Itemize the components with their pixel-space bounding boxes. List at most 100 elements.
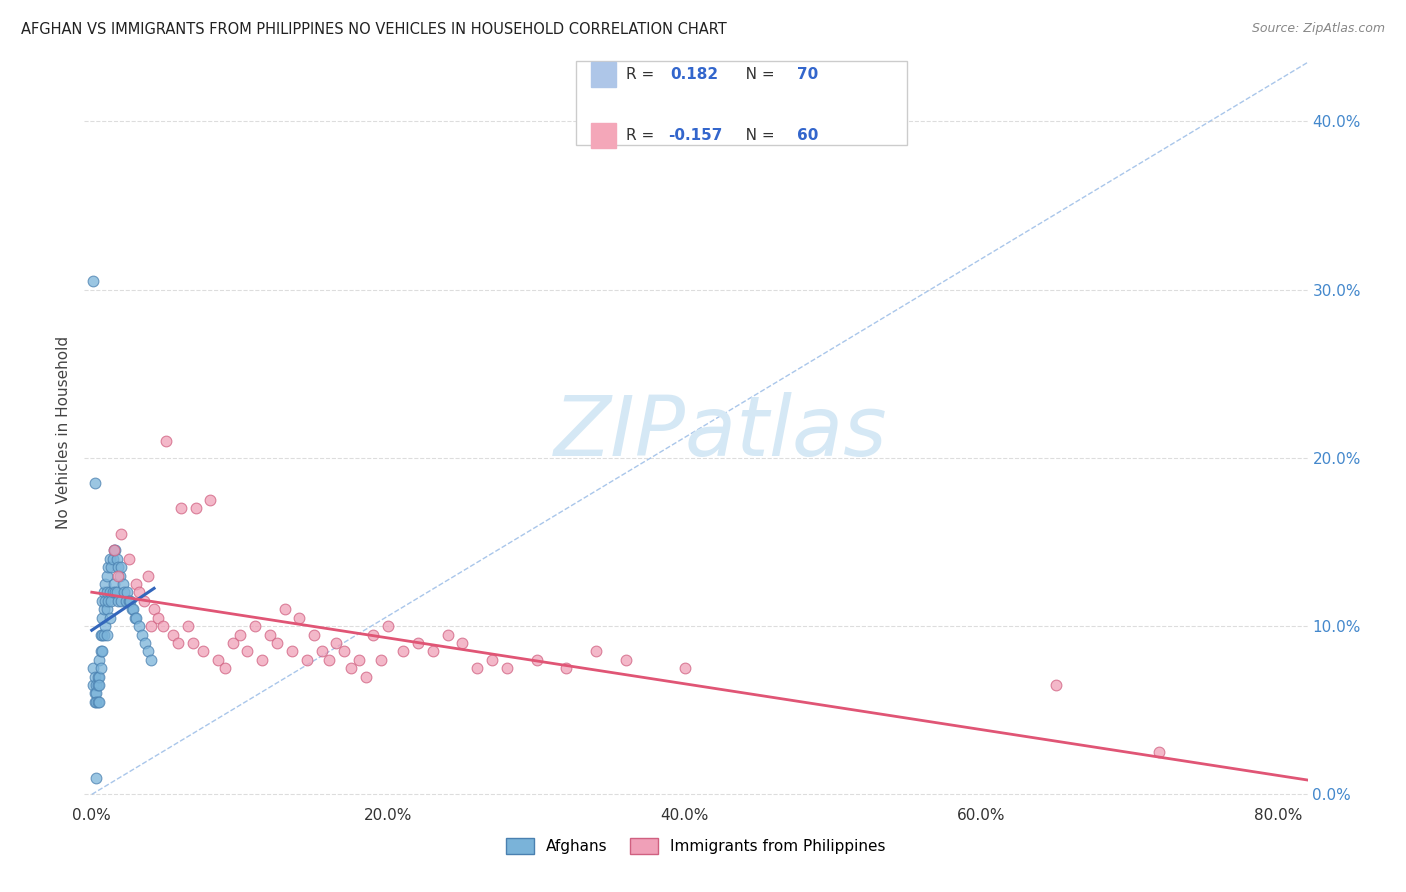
Point <box>90 627 112 641</box>
Point <box>170 501 193 516</box>
Point <box>136 568 159 582</box>
Point <box>83 670 105 684</box>
Point <box>406 636 429 650</box>
Point <box>200 492 222 507</box>
Point <box>436 627 458 641</box>
Point <box>110 594 132 608</box>
Point <box>94 577 117 591</box>
Point <box>152 619 174 633</box>
Point <box>236 644 259 658</box>
Point <box>93 627 115 641</box>
Point <box>207 653 229 667</box>
Point <box>104 543 127 558</box>
Point <box>110 526 132 541</box>
Point <box>118 551 141 566</box>
Point <box>125 610 148 624</box>
Point <box>132 594 155 608</box>
Point <box>96 568 118 582</box>
Text: 60: 60 <box>797 128 818 143</box>
Point <box>614 653 637 667</box>
Point <box>131 627 153 641</box>
Point <box>93 585 115 599</box>
Point <box>526 653 548 667</box>
Point <box>84 771 107 785</box>
Point <box>128 585 150 599</box>
Text: 70: 70 <box>797 67 818 81</box>
Point <box>555 661 578 675</box>
Point <box>125 577 148 591</box>
Point <box>101 551 124 566</box>
Point <box>103 577 125 591</box>
Point <box>139 619 162 633</box>
Point <box>101 585 124 599</box>
Point <box>347 653 370 667</box>
Y-axis label: No Vehicles in Household: No Vehicles in Household <box>56 336 72 529</box>
Point <box>83 476 105 491</box>
Point <box>89 695 111 709</box>
Point <box>134 636 156 650</box>
Point <box>281 644 304 658</box>
Text: N =: N = <box>731 67 779 81</box>
Point <box>318 653 340 667</box>
Point <box>107 594 129 608</box>
Point <box>184 501 207 516</box>
Point <box>191 644 214 658</box>
Point <box>98 585 121 599</box>
Point <box>98 610 121 624</box>
Point <box>377 619 399 633</box>
Text: ZIPatlas: ZIPatlas <box>554 392 887 473</box>
Text: R =: R = <box>626 128 659 143</box>
Point <box>94 594 117 608</box>
Text: Source: ZipAtlas.com: Source: ZipAtlas.com <box>1251 22 1385 36</box>
Point <box>124 610 146 624</box>
Point <box>266 636 288 650</box>
Point <box>96 585 118 599</box>
Point <box>139 653 162 667</box>
Point <box>120 594 142 608</box>
Point <box>89 670 111 684</box>
Point <box>83 686 105 700</box>
Point <box>97 594 120 608</box>
Point <box>1045 678 1067 692</box>
Point <box>90 661 112 675</box>
Point <box>451 636 474 650</box>
Point <box>143 602 166 616</box>
Point <box>108 568 131 582</box>
Point <box>98 551 121 566</box>
Legend: Afghans, Immigrants from Philippines: Afghans, Immigrants from Philippines <box>499 830 893 862</box>
Point <box>82 274 104 288</box>
Point <box>166 636 188 650</box>
Point <box>82 661 104 675</box>
Point <box>94 619 117 633</box>
Point <box>90 644 112 658</box>
Point <box>155 434 177 448</box>
Text: 0.182: 0.182 <box>671 67 718 81</box>
Point <box>83 695 105 709</box>
Point <box>86 670 108 684</box>
Point <box>177 619 200 633</box>
Point <box>302 627 325 641</box>
Point <box>1149 745 1171 759</box>
Point <box>111 577 134 591</box>
Text: R =: R = <box>626 67 664 81</box>
Point <box>115 594 138 608</box>
Point <box>103 543 125 558</box>
Text: N =: N = <box>731 128 779 143</box>
Point <box>148 610 170 624</box>
Point <box>252 653 274 667</box>
Point <box>89 653 111 667</box>
Point <box>354 670 377 684</box>
Point <box>121 602 143 616</box>
Point <box>273 602 295 616</box>
Point <box>333 644 356 658</box>
Point <box>84 686 107 700</box>
Point <box>325 636 347 650</box>
Point <box>496 661 519 675</box>
Point <box>392 644 415 658</box>
Point <box>340 661 363 675</box>
Point <box>481 653 503 667</box>
Text: -0.157: -0.157 <box>668 128 723 143</box>
Point <box>105 551 128 566</box>
Point <box>96 627 118 641</box>
Point <box>91 627 114 641</box>
